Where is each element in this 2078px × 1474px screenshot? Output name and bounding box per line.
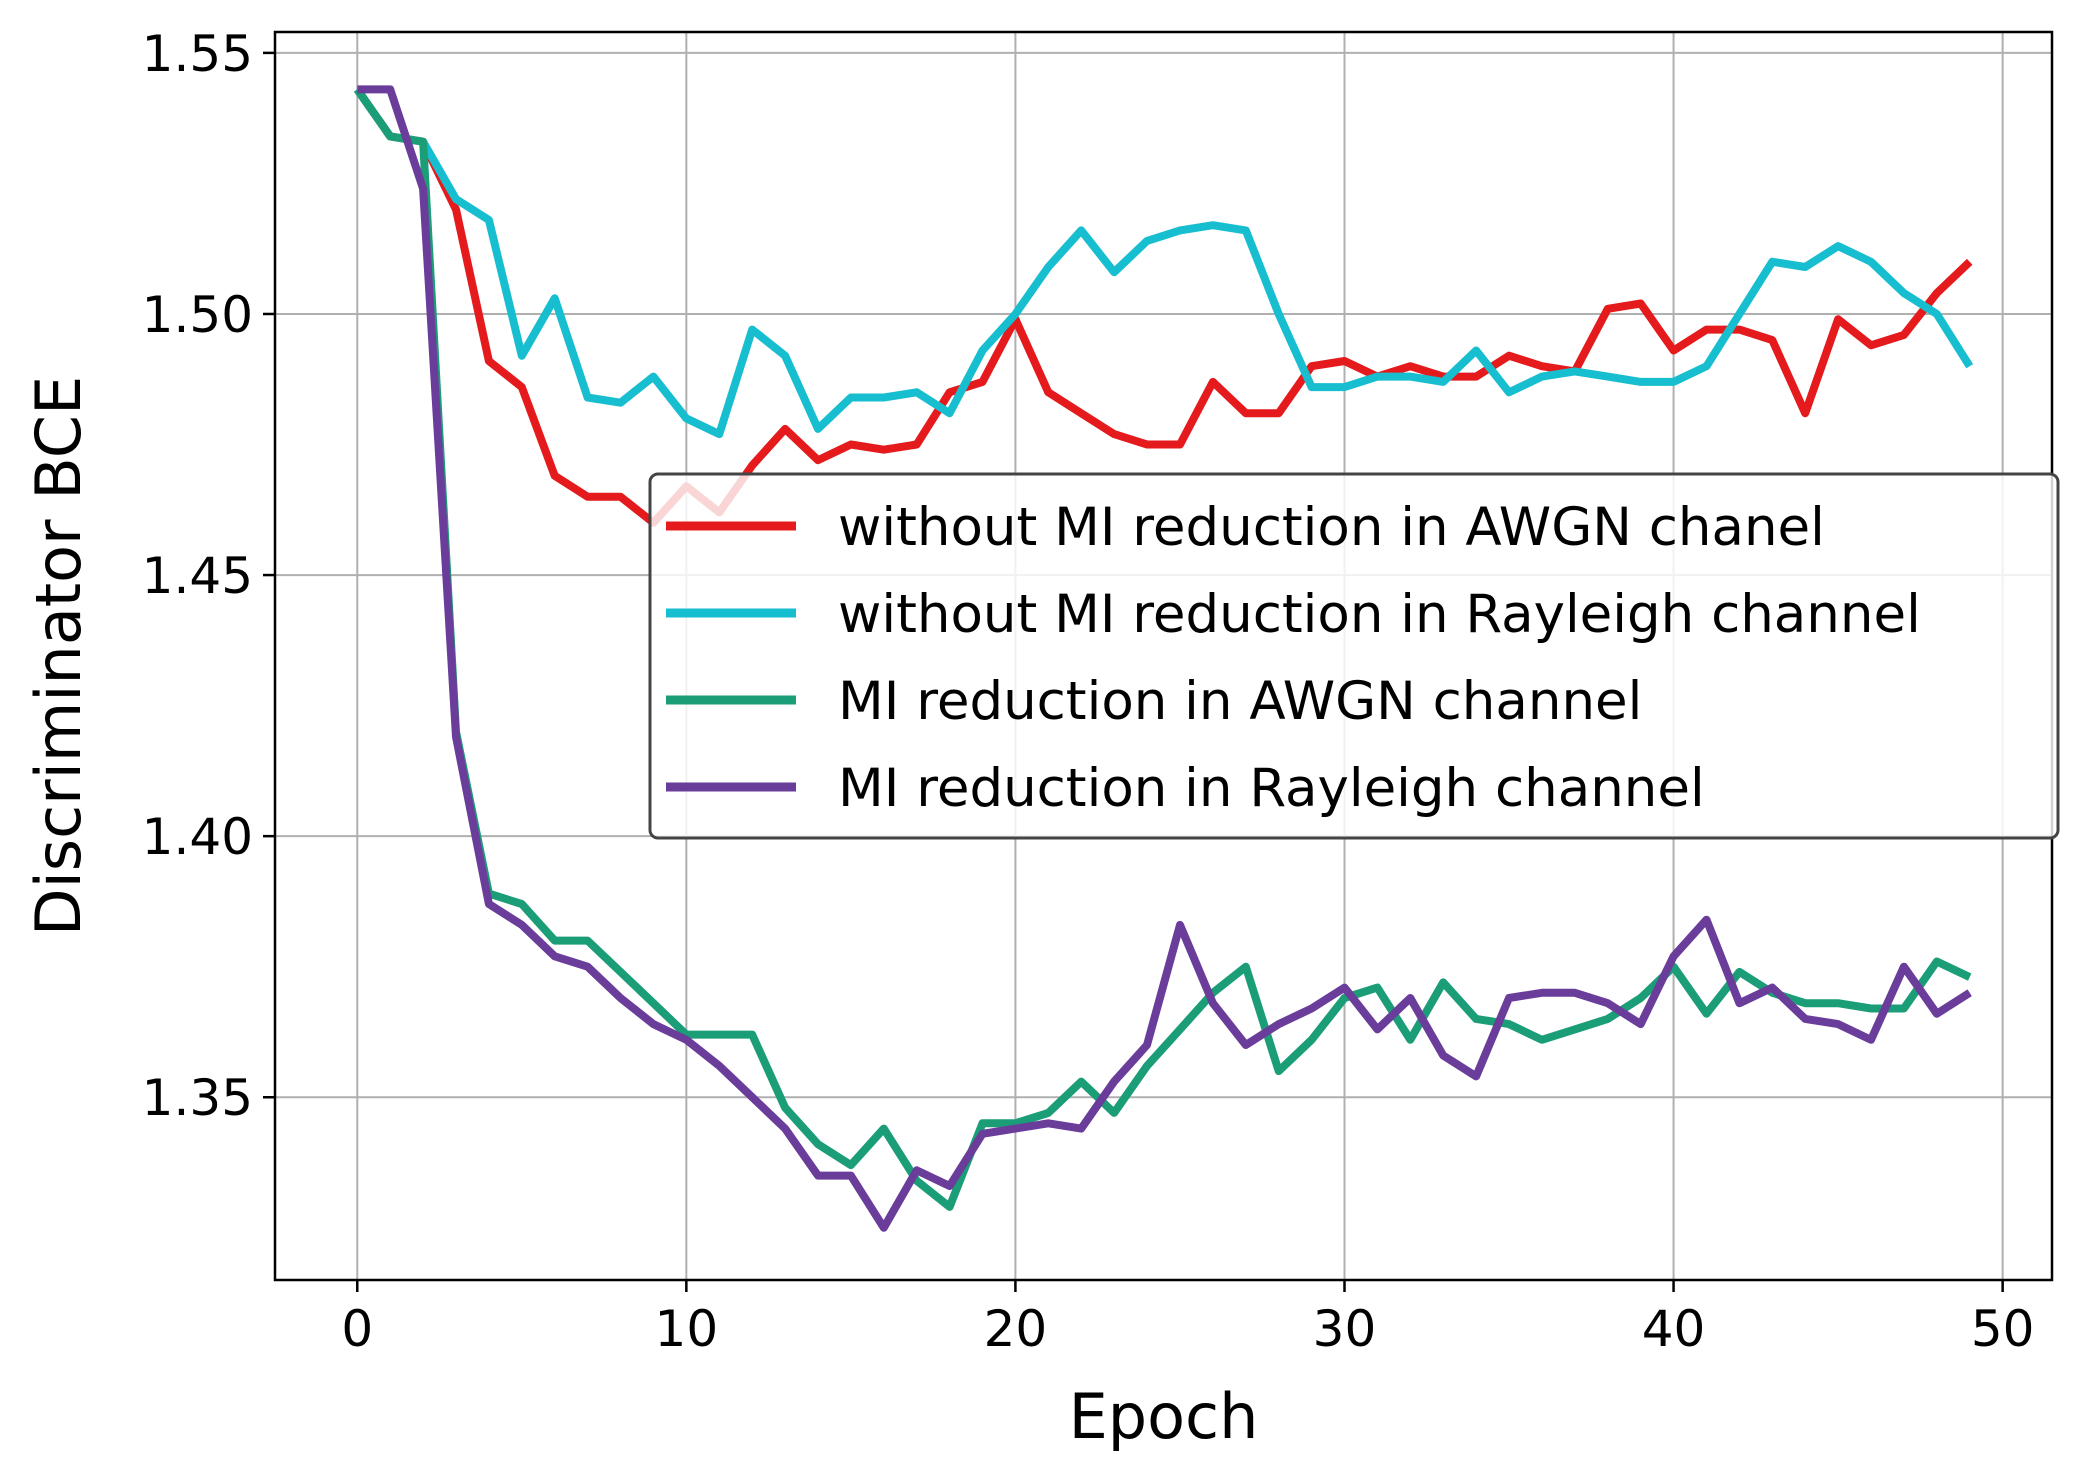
series-line-1 <box>354 87 1973 527</box>
legend-label-3: MI reduction in AWGN channel <box>838 671 1642 732</box>
x-axis-label: Epoch <box>1069 1380 1259 1453</box>
x-tick-label: 40 <box>1642 1300 1706 1358</box>
series-line-3 <box>354 87 1972 1211</box>
x-tick-label: 0 <box>341 1300 373 1358</box>
axis-ticks: 0 10 20 30 40 50 1.35 1.40 1.45 1.50 1.55 <box>142 25 2035 1358</box>
y-tick-label: 1.45 <box>142 547 253 605</box>
y-tick-label: 1.50 <box>142 286 253 344</box>
x-tick-label: 50 <box>1971 1300 2035 1358</box>
x-tick-label: 30 <box>1313 1300 1377 1358</box>
x-tick-label: 10 <box>655 1300 719 1358</box>
x-tick-label: 20 <box>984 1300 1048 1358</box>
y-tick-label: 1.40 <box>142 808 253 866</box>
y-tick-label: 1.55 <box>142 25 253 83</box>
series-lines <box>354 85 1974 1232</box>
series-line-2 <box>354 87 1974 439</box>
series-line-4 <box>357 85 1972 1232</box>
legend-box <box>648 472 2060 840</box>
legend-label-1: without MI reduction in AWGN chanel <box>838 497 1825 558</box>
legend-label-2: without MI reduction in Rayleigh channel <box>838 584 1921 645</box>
y-axis-label: Discriminator BCE <box>22 376 95 936</box>
legend-label-4: MI reduction in Rayleigh channel <box>838 758 1705 819</box>
y-tick-label: 1.35 <box>142 1069 253 1127</box>
legend: without MI reduction in AWGN chanel witho… <box>648 472 2060 840</box>
